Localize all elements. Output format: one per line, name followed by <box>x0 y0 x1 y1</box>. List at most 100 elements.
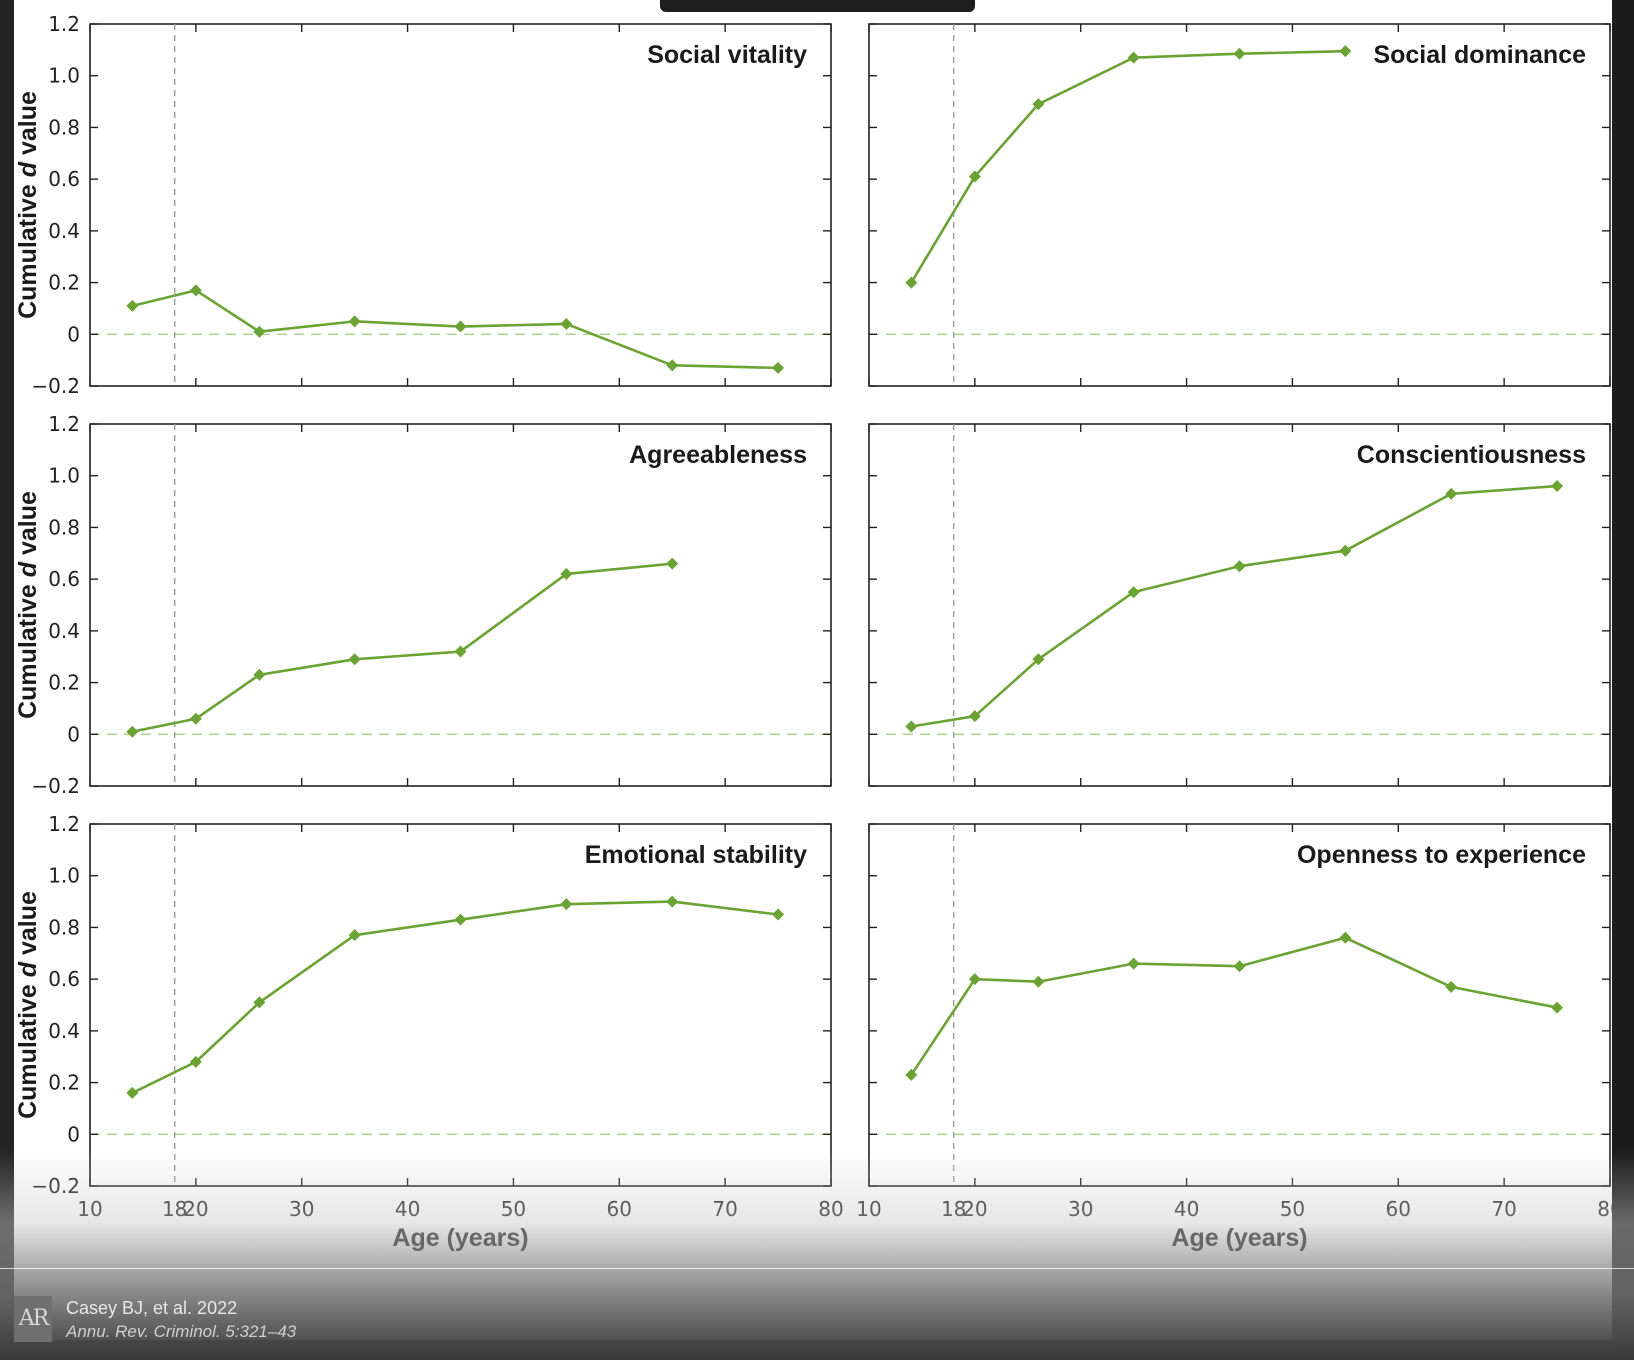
y-tick-label: 0.6 <box>48 167 80 191</box>
data-point <box>772 361 785 374</box>
data-point <box>454 645 467 658</box>
viewer-side-strip <box>1612 0 1634 1360</box>
data-point <box>189 712 202 725</box>
y-tick-label: 0.2 <box>48 271 80 295</box>
y-tick-label: 0.8 <box>48 515 80 539</box>
credit-authors: Casey BJ, et al. 2022 <box>66 1298 238 1318</box>
y-tick-label: 0.4 <box>48 219 80 243</box>
y-tick-label: 1.2 <box>48 412 80 436</box>
caption-divider <box>0 1268 1634 1269</box>
data-point <box>666 895 679 908</box>
x-tick-label: 50 <box>501 1197 526 1221</box>
data-point <box>905 276 918 289</box>
panel-title: Conscientiousness <box>1357 441 1586 469</box>
x-tick-label: 50 <box>1280 1197 1305 1221</box>
x-tick-label: 40 <box>1174 1197 1199 1221</box>
x-tick-label: 70 <box>712 1197 737 1221</box>
panel-title: Social dominance <box>1373 41 1586 69</box>
data-point <box>1445 980 1458 993</box>
data-point <box>666 359 679 372</box>
data-point <box>348 315 361 328</box>
data-point <box>968 710 981 723</box>
data-point <box>772 908 785 921</box>
data-point <box>1127 957 1140 970</box>
y-tick-label: 1.2 <box>48 12 80 36</box>
x-tick-label: 10 <box>856 1197 881 1221</box>
y-tick-label: 0.4 <box>48 619 80 643</box>
y-tick-label: 0.8 <box>48 915 80 939</box>
y-tick-label: 1.0 <box>48 864 80 888</box>
y-axis-label: Cumulative d value <box>14 891 42 1119</box>
x-tick-label: 60 <box>1386 1197 1411 1221</box>
plot-frame <box>89 423 832 787</box>
data-point <box>1339 544 1352 557</box>
figure-panel <box>14 0 1612 1340</box>
panel-title: Social vitality <box>647 41 807 69</box>
data-point <box>560 567 573 580</box>
plot-frame <box>89 823 832 1187</box>
y-tick-label: 1.0 <box>48 64 80 88</box>
chart-panel-3: −0.2 0 0.2 0.4 0.6 0.8 1.0 1.2 Agreeableness Cumu… <box>14 412 832 798</box>
x-tick-label: 20 <box>962 1197 987 1221</box>
data-point <box>1551 480 1564 493</box>
credit-journal: Annu. Rev. Criminol. 5:321–43 <box>66 1322 297 1341</box>
y-tick-label: 0.6 <box>48 967 80 991</box>
data-point <box>1127 586 1140 599</box>
y-axis-label: Cumulative d value <box>14 91 42 319</box>
data-point <box>968 973 981 986</box>
data-point <box>126 299 139 312</box>
data-point <box>666 557 679 570</box>
x-tick-label: 30 <box>289 1197 314 1221</box>
data-point <box>1339 45 1352 58</box>
data-point <box>1233 560 1246 573</box>
data-point <box>1032 653 1045 666</box>
chart-panel-4: Conscientiousness <box>868 423 1611 787</box>
y-tick-label: 1.0 <box>48 464 80 488</box>
chart-panel-2: Social dominance <box>868 23 1611 387</box>
data-point <box>560 317 573 330</box>
data-point <box>905 720 918 733</box>
plot-frame <box>868 823 1611 1187</box>
x-tick-label: 60 <box>607 1197 632 1221</box>
series-line <box>911 484 1558 728</box>
data-point <box>1445 487 1458 500</box>
x-axis-label: Age (years) <box>392 1224 528 1252</box>
y-tick-label: 0 <box>67 322 80 346</box>
panel-title: Emotional stability <box>585 841 807 869</box>
series-line <box>131 900 779 1095</box>
x-tick-label: 80 <box>818 1197 843 1221</box>
series-line <box>910 49 1346 284</box>
data-point <box>348 653 361 666</box>
data-point <box>253 668 266 681</box>
y-tick-label: −0.2 <box>31 774 80 798</box>
data-point <box>348 929 361 942</box>
data-point <box>560 898 573 911</box>
data-point <box>1032 975 1045 988</box>
data-point <box>905 1068 918 1081</box>
data-point <box>1233 47 1246 60</box>
x-axis-label: Age (years) <box>1171 1224 1307 1252</box>
plot-frame <box>868 23 1611 387</box>
x-tick-label: 20 <box>183 1197 208 1221</box>
y-tick-label: 0.4 <box>48 1019 80 1043</box>
plot-frame <box>89 23 832 387</box>
data-point <box>1127 51 1140 64</box>
series-line <box>132 289 779 370</box>
viewer-top-tab[interactable] <box>660 0 975 12</box>
data-point <box>189 1055 202 1068</box>
y-tick-label: 0 <box>67 722 80 746</box>
figure-credit: AR Casey BJ, et al. 2022 Annu. Rev. Crim… <box>14 1296 614 1344</box>
plot-frame <box>868 423 1611 787</box>
y-tick-label: 0.2 <box>48 671 80 695</box>
y-tick-label: 0 <box>67 1122 80 1146</box>
data-point <box>454 320 467 333</box>
data-point <box>1551 1001 1564 1014</box>
data-point <box>968 170 981 183</box>
series-line <box>910 936 1558 1076</box>
data-point <box>1339 931 1352 944</box>
data-point <box>189 284 202 297</box>
data-point <box>454 913 467 926</box>
